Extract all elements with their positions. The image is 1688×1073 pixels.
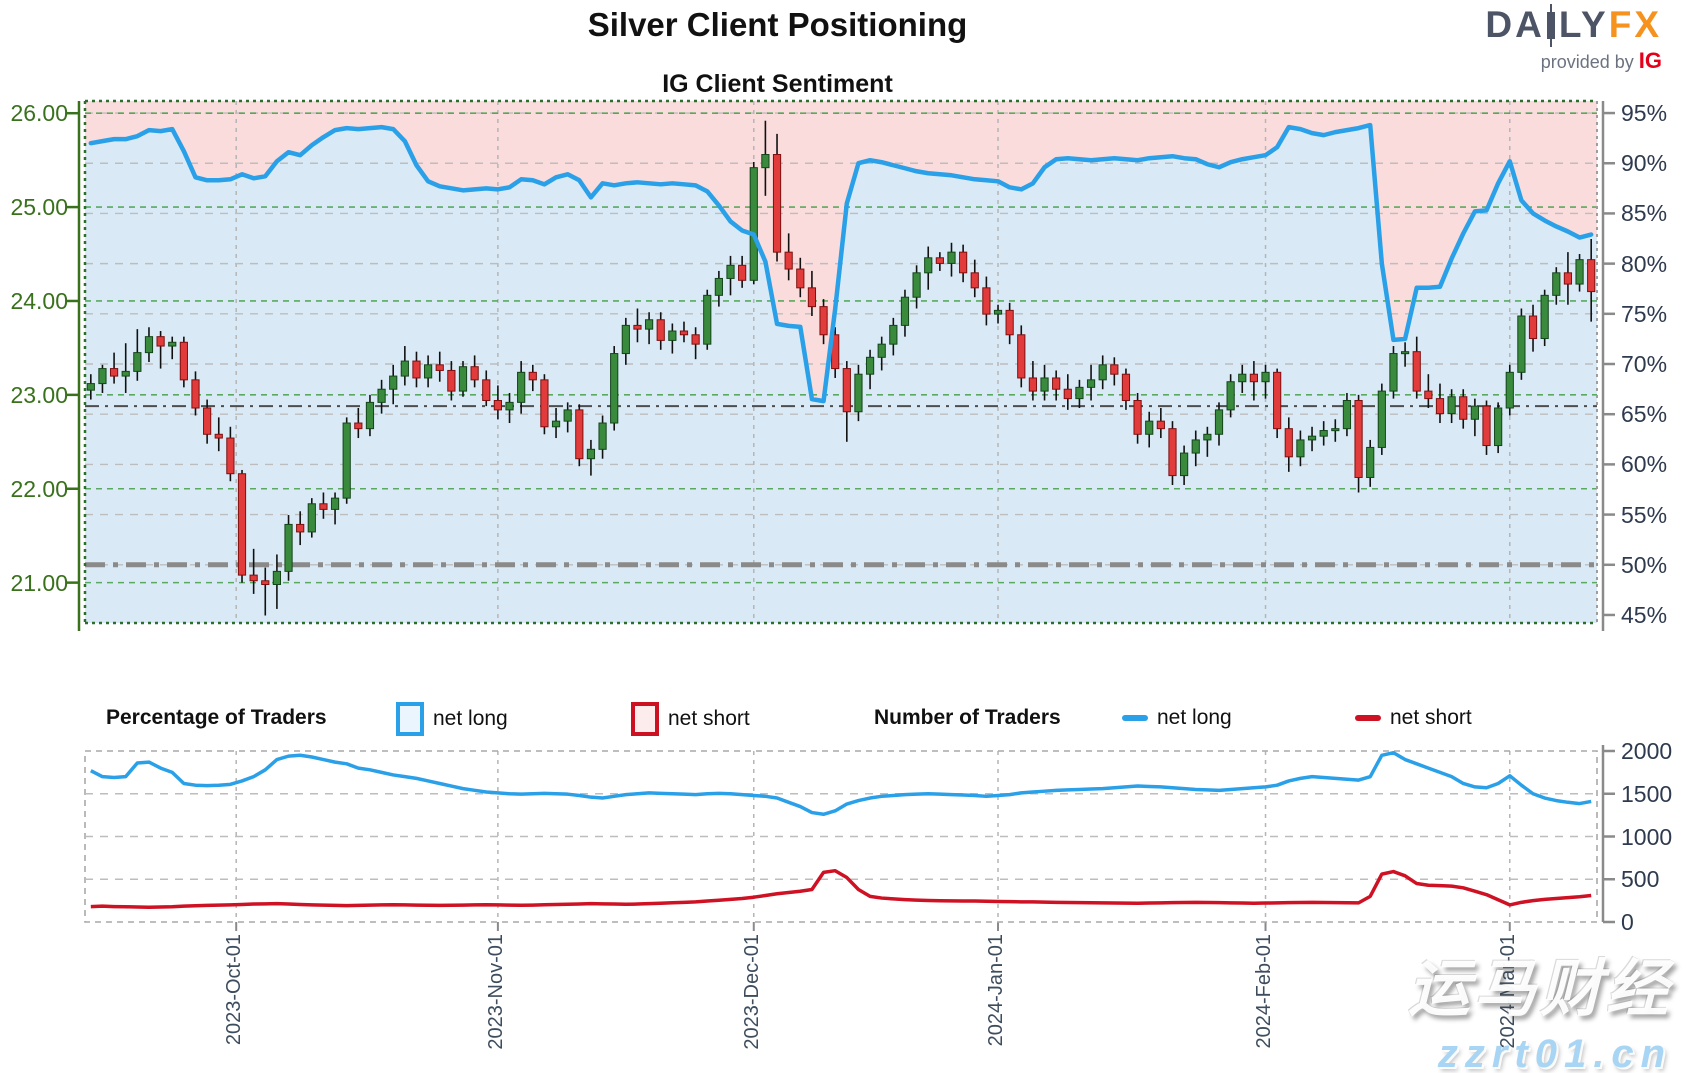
chart-subtitle: IG Client Sentiment bbox=[662, 70, 893, 98]
dailyfx-wordmark: DA LY FX bbox=[1485, 3, 1662, 47]
logo-text-ly: LY bbox=[1558, 4, 1609, 45]
logo-text-fx: FX bbox=[1608, 4, 1662, 45]
net-long-line-icon bbox=[1122, 715, 1148, 721]
net-short-line-icon bbox=[1355, 715, 1381, 721]
candlestick-icon bbox=[1546, 3, 1555, 47]
page-title: Silver Client Positioning bbox=[587, 6, 968, 43]
legend-pct-header: Percentage of Traders bbox=[106, 706, 327, 729]
legend-num-net-long: net long bbox=[1122, 706, 1232, 730]
legend-pct-net-short: net short bbox=[631, 702, 750, 736]
provided-by: provided by IG bbox=[1540, 48, 1662, 73]
chart-legend: Percentage of Traders net long net short… bbox=[0, 702, 1688, 740]
net-long-square-icon bbox=[396, 702, 424, 736]
legend-num-header: Number of Traders bbox=[874, 706, 1061, 729]
chart-header: Silver Client Positioning IG Client Sent… bbox=[0, 0, 1555, 99]
ig-logo: IG bbox=[1638, 48, 1662, 73]
logo-text-da: DA bbox=[1485, 4, 1545, 45]
legend-num-net-short: net short bbox=[1355, 706, 1472, 730]
dailyfx-logo: DA LY FX provided by IG bbox=[1485, 3, 1662, 74]
legend-pct-net-long: net long bbox=[396, 702, 508, 736]
net-short-square-icon bbox=[631, 702, 659, 736]
